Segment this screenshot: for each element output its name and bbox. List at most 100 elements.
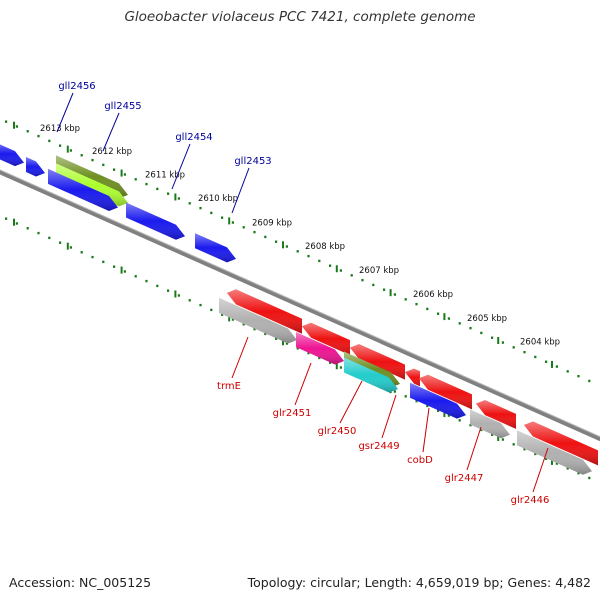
- tick-dot: [69, 149, 72, 152]
- gene-label-forward: gll2454: [175, 132, 212, 143]
- gene-arrow-reverse-shade: [227, 289, 302, 334]
- tick-dot: [15, 222, 18, 225]
- kbp-label: 2612 kbp: [92, 147, 132, 157]
- tick-dot: [523, 447, 526, 451]
- tick-dot: [167, 192, 170, 195]
- tick-dot: [437, 409, 440, 412]
- tick-dot: [437, 312, 440, 315]
- tick-dot: [545, 360, 548, 363]
- tick-dot: [26, 227, 29, 230]
- tick-dot: [296, 347, 299, 350]
- tick-dot: [491, 433, 494, 436]
- tick-dot: [59, 241, 62, 244]
- tick-dot: [37, 134, 40, 138]
- tick-dot: [134, 178, 137, 181]
- tick-dot: [177, 197, 180, 200]
- gene-arrow-reverse-shade: [302, 322, 350, 356]
- tick-dot: [555, 462, 558, 465]
- gene-arrow-reverse-shade: [419, 374, 472, 410]
- tick-dot: [264, 332, 267, 336]
- tick-dot: [469, 326, 472, 330]
- gene-label-reverse: trmE: [217, 381, 241, 392]
- label-leader: [171, 143, 191, 190]
- tick-dot: [102, 260, 105, 264]
- tick-dot: [339, 366, 342, 369]
- tick-dot: [253, 327, 256, 331]
- tick-dot: [275, 240, 278, 243]
- label-leader: [231, 167, 250, 214]
- tick-dot: [275, 337, 278, 340]
- tick-dot: [469, 423, 472, 427]
- tick-dot: [447, 317, 450, 320]
- tick-dot: [264, 235, 267, 239]
- tick-dot: [534, 355, 537, 359]
- label-leader: [56, 92, 74, 133]
- tick-dot: [167, 289, 170, 292]
- tick-dot: [145, 279, 148, 283]
- tick-dot: [177, 294, 180, 297]
- tick-dot: [188, 202, 191, 205]
- tick-dot: [329, 264, 332, 267]
- tick-dot: [210, 308, 213, 312]
- tick-dot: [15, 125, 18, 128]
- gene-labels: gll2456 gll2455 gll2454 gll2453 trmE glr2451 g…: [56, 81, 549, 506]
- label-leader: [294, 362, 312, 406]
- kbp-label: 2611 kbp: [145, 171, 185, 181]
- kbp-label: 2608 kbp: [305, 242, 345, 252]
- gene-arrow-forward-shade: [195, 233, 236, 263]
- tick-dot: [318, 356, 321, 360]
- gene-arrow-forward-shade: [126, 202, 185, 240]
- tick-dot: [372, 283, 375, 287]
- tick-dot: [534, 452, 537, 456]
- gene-arrow-reverse-shade: [470, 409, 510, 439]
- topology-text: Topology: circular; Length: 4,659,019 bp…: [247, 575, 591, 590]
- gene-label-forward: gll2453: [234, 156, 271, 167]
- tick-dot: [588, 379, 591, 383]
- tick-dot: [188, 299, 191, 302]
- gene-label-reverse: gsr2449: [358, 441, 399, 452]
- tick-dot: [512, 346, 515, 349]
- label-leader: [422, 407, 430, 453]
- tick-dot: [59, 144, 62, 147]
- tick-dot: [253, 230, 256, 234]
- tick-dot: [577, 374, 580, 378]
- tick-dot: [231, 318, 234, 321]
- tick-dot: [404, 298, 407, 301]
- tick-dot: [307, 254, 310, 258]
- kbp-label: 2610 kbp: [198, 194, 238, 204]
- tick-dot: [415, 302, 418, 306]
- tick-dot: [415, 399, 418, 403]
- gene-arrow-reverse-shade: [296, 332, 344, 365]
- label-leader: [381, 394, 397, 439]
- gene-arrow-reverse-shade: [405, 368, 420, 387]
- gene-arrow-reverse-shade: [476, 400, 516, 429]
- tick-dot: [555, 365, 558, 368]
- tick-dot: [545, 457, 548, 460]
- gene-features: [0, 144, 598, 475]
- tick-dot: [501, 341, 504, 344]
- tick-dot: [156, 187, 159, 191]
- tick-dot: [458, 419, 461, 422]
- tick-dot: [329, 361, 332, 364]
- tick-dot: [307, 351, 310, 355]
- tick-marks: [5, 120, 591, 480]
- tick-dot: [210, 211, 213, 215]
- tick-dot: [566, 467, 569, 470]
- kbp-label: 2605 kbp: [467, 314, 507, 324]
- accession-text: Accession: NC_005125: [9, 575, 152, 590]
- tick-dot: [199, 206, 202, 210]
- tick-dot: [393, 293, 396, 296]
- tick-dot: [221, 216, 224, 219]
- tick-dot: [285, 342, 288, 345]
- tick-dot: [393, 390, 396, 393]
- tick-dot: [458, 322, 461, 325]
- tick-dot: [26, 130, 29, 133]
- label-leader: [102, 112, 120, 152]
- label-leader: [231, 336, 249, 379]
- tick-dot: [361, 278, 364, 282]
- tick-dot: [242, 226, 245, 229]
- tick-dot: [339, 269, 342, 272]
- tick-dot: [80, 154, 83, 157]
- page-title: Gloeobacter violaceus PCC 7421, complete…: [124, 9, 476, 25]
- tick-dot: [48, 139, 51, 143]
